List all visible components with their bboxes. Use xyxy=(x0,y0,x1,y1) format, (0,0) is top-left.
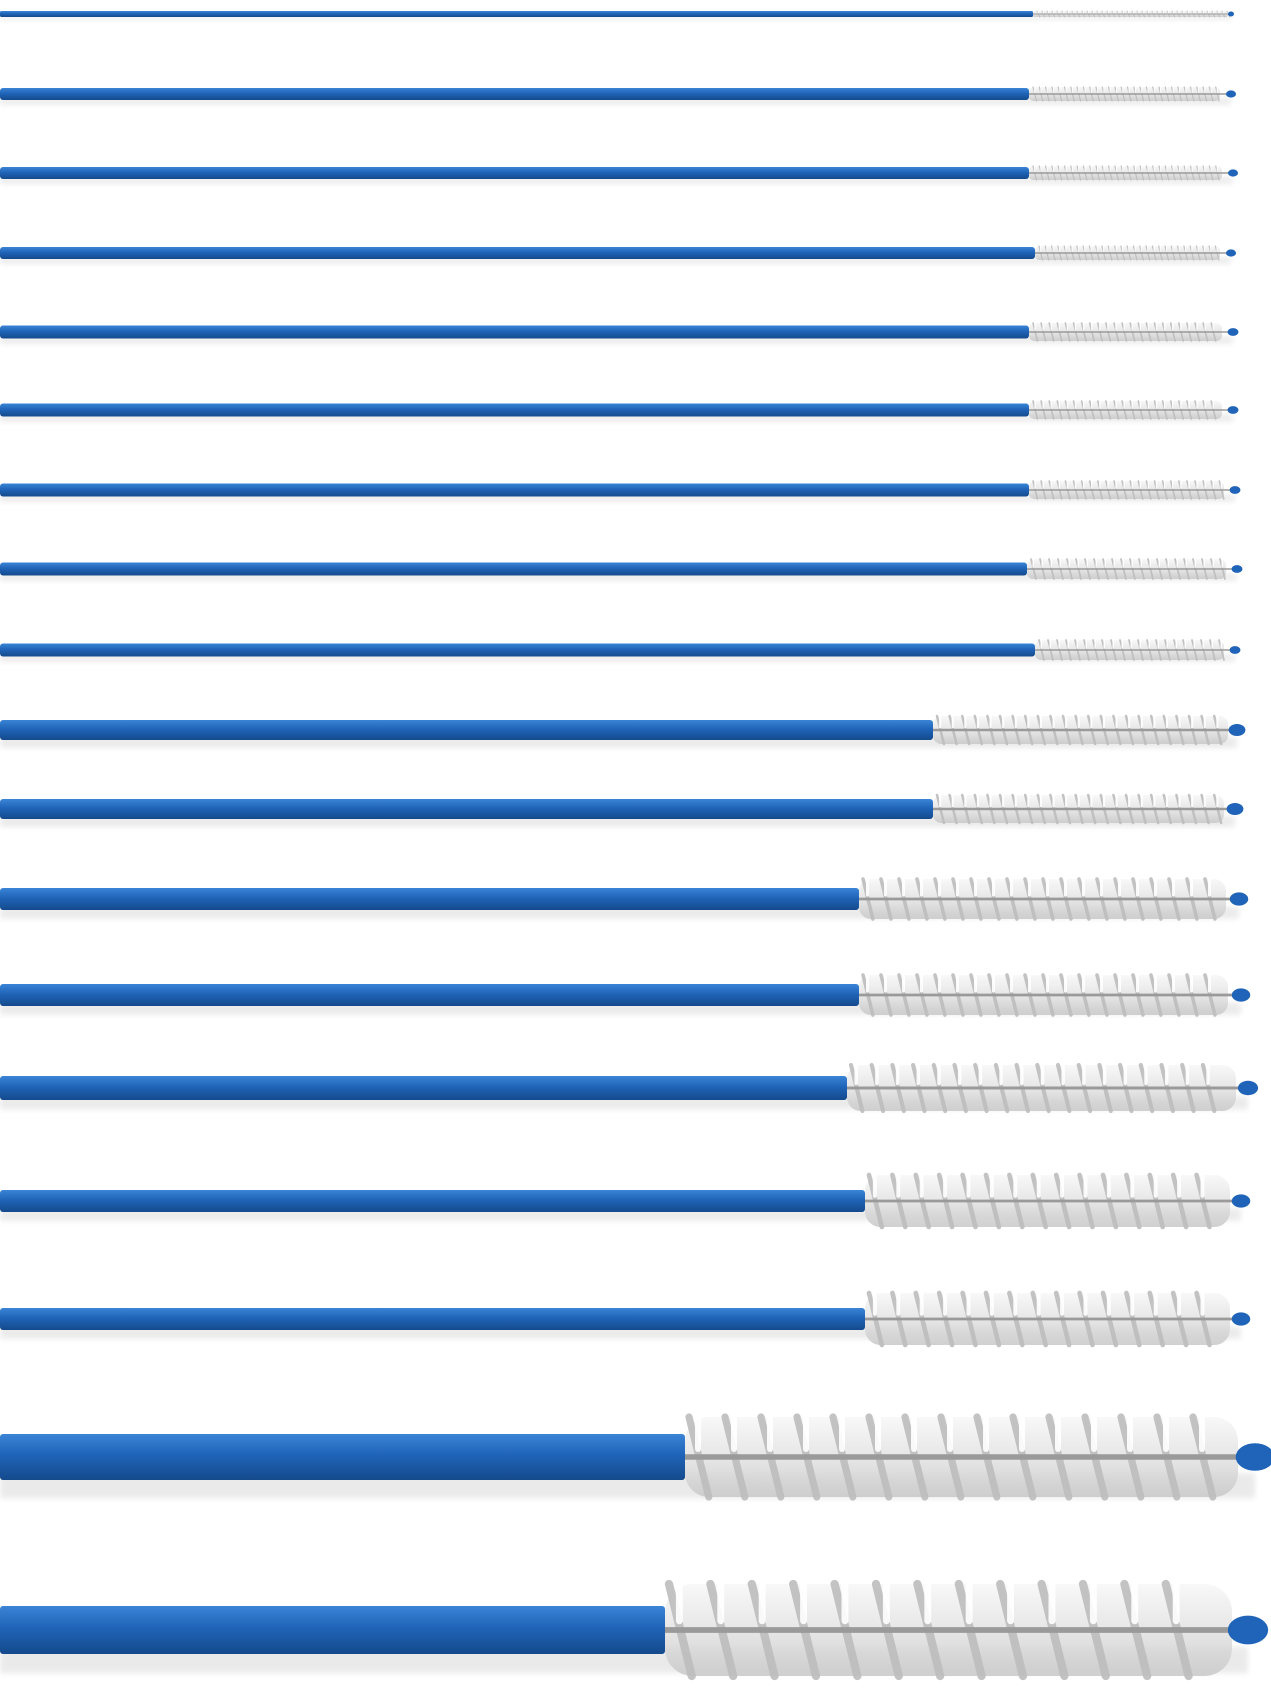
bristle-head xyxy=(1033,10,1231,18)
bristle-head xyxy=(1029,400,1233,420)
brush-handle xyxy=(0,167,1029,179)
brush-handle xyxy=(0,888,859,910)
brush xyxy=(0,1579,1269,1681)
brush-tip xyxy=(1225,90,1237,98)
brush-handle xyxy=(0,11,1033,17)
brush-handle xyxy=(0,247,1035,259)
brush xyxy=(0,1413,1271,1501)
bristle-head xyxy=(1029,165,1233,181)
brush-handle xyxy=(0,88,1029,100)
brush xyxy=(0,1062,1259,1114)
bristle-head xyxy=(1029,86,1231,102)
brush xyxy=(0,714,1246,748)
brush-tip xyxy=(1235,1443,1271,1471)
brush-tip xyxy=(1237,1080,1259,1096)
brush xyxy=(0,558,1243,581)
bristle-head xyxy=(933,793,1235,825)
brush-tip xyxy=(1225,249,1237,257)
brush xyxy=(0,639,1241,662)
brush xyxy=(0,86,1237,105)
bristle-head xyxy=(664,1579,1248,1681)
bristle-head xyxy=(1035,639,1235,661)
brush-shadow xyxy=(0,414,1233,422)
brush-shadow xyxy=(0,816,1235,827)
brush-tip xyxy=(1228,11,1234,17)
brush-tip xyxy=(1229,646,1241,654)
bristle-head xyxy=(1035,245,1231,261)
brush-handle xyxy=(0,1190,865,1212)
brush-tip xyxy=(1227,328,1239,336)
brush-handle xyxy=(0,1606,665,1654)
brush xyxy=(0,877,1249,921)
bristle-head xyxy=(865,1290,1241,1348)
brush-tip xyxy=(1227,1615,1269,1645)
bristle-head xyxy=(1029,480,1235,500)
brush-tip xyxy=(1228,724,1246,736)
brush-handle xyxy=(0,1308,865,1330)
bristle-head xyxy=(847,1062,1248,1114)
brush-tip xyxy=(1229,486,1241,494)
brush xyxy=(0,322,1239,344)
brush-tip xyxy=(1229,892,1249,906)
brush-tip xyxy=(1227,169,1239,177)
bristle-head xyxy=(859,973,1241,1017)
brush-handle xyxy=(0,1434,685,1480)
brush-shadow xyxy=(0,257,1231,264)
brush-shadow xyxy=(0,16,1231,21)
brush-shadow xyxy=(0,98,1231,105)
bristle-head xyxy=(1029,322,1233,342)
brush-shadow xyxy=(0,737,1237,748)
brush xyxy=(0,400,1239,422)
brush-tip xyxy=(1231,1312,1251,1326)
bristle-head xyxy=(859,877,1239,921)
brush-shadow xyxy=(0,654,1235,662)
brush xyxy=(0,245,1237,264)
brush xyxy=(0,1172,1251,1230)
brush-tip xyxy=(1226,803,1244,815)
bristle-head xyxy=(865,1172,1241,1230)
brush xyxy=(0,165,1239,184)
brush-tip xyxy=(1227,406,1239,414)
brush-handle xyxy=(0,799,933,819)
brush-handle xyxy=(0,1076,847,1100)
brush-handle xyxy=(0,403,1029,417)
brush-tip xyxy=(1231,988,1251,1002)
brush-handle xyxy=(0,562,1027,576)
brush-handle xyxy=(0,984,859,1006)
bristle-head xyxy=(685,1413,1255,1501)
brush xyxy=(0,1290,1251,1348)
brush-handle xyxy=(0,720,933,740)
brush-shadow xyxy=(0,177,1233,184)
brush-handle xyxy=(0,643,1035,657)
brush xyxy=(0,793,1244,827)
brush xyxy=(0,480,1241,502)
brush-shadow xyxy=(0,573,1237,581)
brush-shadow xyxy=(0,336,1233,344)
brush-tip xyxy=(1231,565,1243,573)
brush-shadow xyxy=(0,494,1235,502)
bristle-head xyxy=(933,714,1237,746)
brush-handle xyxy=(0,325,1029,339)
brush-handle xyxy=(0,483,1029,497)
brush xyxy=(0,10,1234,21)
brush xyxy=(0,973,1251,1017)
brush-tip xyxy=(1231,1194,1251,1208)
bristle-head xyxy=(1027,558,1237,580)
